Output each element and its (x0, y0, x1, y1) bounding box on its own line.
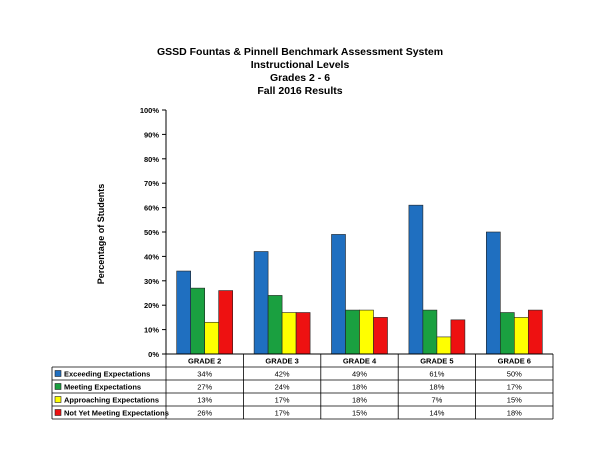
x-tick-label: GRADE 3 (265, 357, 298, 366)
bar (373, 317, 388, 355)
data-label: 17% (275, 396, 290, 405)
x-tick-label: GRADE 5 (420, 357, 453, 366)
data-label: 14% (429, 409, 444, 418)
data-label: 17% (507, 383, 522, 392)
legend-label: Exceeding Expectations (64, 370, 150, 379)
bar (204, 321, 219, 355)
y-tick-label: 100% (140, 106, 160, 115)
bar (218, 290, 233, 355)
bar (295, 312, 311, 355)
data-label: 50% (507, 370, 522, 379)
bar (513, 317, 529, 355)
data-label: 18% (352, 396, 367, 405)
y-tick-label: 50% (144, 228, 159, 237)
chart-subtitle-1: Instructional Levels (250, 59, 350, 71)
x-tick-label: GRADE 4 (343, 357, 377, 366)
bar (267, 295, 283, 355)
y-tick-label: 20% (144, 301, 159, 310)
chart-title: GSSD Fountas & Pinnell Benchmark Assessm… (156, 46, 444, 58)
bar (253, 251, 269, 355)
data-label: 27% (197, 383, 212, 392)
x-tick-label: GRADE 2 (188, 357, 221, 366)
chart-subtitle-2: Grades 2 - 6 (269, 72, 331, 84)
bar (527, 309, 543, 355)
legend-swatch (54, 409, 62, 416)
bar (436, 336, 452, 355)
data-label: 7% (431, 396, 442, 405)
bar (281, 312, 297, 355)
data-label: 24% (275, 383, 290, 392)
legend-swatch (54, 383, 62, 390)
legend-swatch (54, 370, 62, 377)
x-tick-label: GRADE 6 (498, 357, 531, 366)
data-label: 18% (352, 383, 367, 392)
legend-label: Meeting Expectations (64, 383, 141, 392)
data-label: 49% (352, 370, 367, 379)
data-label: 61% (429, 370, 444, 379)
legend-label: Approaching Expectations (64, 396, 159, 405)
y-tick-label: 80% (144, 155, 159, 164)
bar (408, 204, 424, 355)
data-label: 42% (275, 370, 290, 379)
data-label: 18% (429, 383, 444, 392)
data-label: 15% (507, 396, 522, 405)
y-tick-label: 0% (148, 350, 159, 359)
y-tick-label: 30% (144, 277, 159, 286)
legend-swatch (54, 396, 62, 403)
y-tick-label: 90% (144, 130, 159, 139)
bar (345, 309, 360, 355)
legend-label: Not Yet Meeting Expectations (64, 409, 169, 418)
data-label: 13% (197, 396, 212, 405)
chart-subtitle-3: Fall 2016 Results (257, 85, 343, 97)
bar (331, 234, 346, 355)
bar (190, 287, 205, 355)
data-label: 26% (197, 409, 212, 418)
bar (422, 309, 438, 355)
y-tick-label: 40% (144, 252, 159, 261)
y-tick-label: 10% (144, 326, 159, 335)
bar (359, 309, 374, 355)
bar (485, 231, 501, 355)
data-label: 17% (275, 409, 290, 418)
bar (450, 319, 466, 355)
data-label: 15% (352, 409, 367, 418)
data-label: 18% (507, 409, 522, 418)
y-tick-label: 70% (144, 179, 159, 188)
data-label: 34% (197, 370, 212, 379)
bar (176, 270, 191, 355)
bar (499, 312, 515, 355)
chart-titles: GSSD Fountas & Pinnell Benchmark Assessm… (0, 46, 600, 98)
y-tick-label: 60% (144, 204, 159, 213)
y-axis-title: Percentage of Students (96, 184, 106, 285)
